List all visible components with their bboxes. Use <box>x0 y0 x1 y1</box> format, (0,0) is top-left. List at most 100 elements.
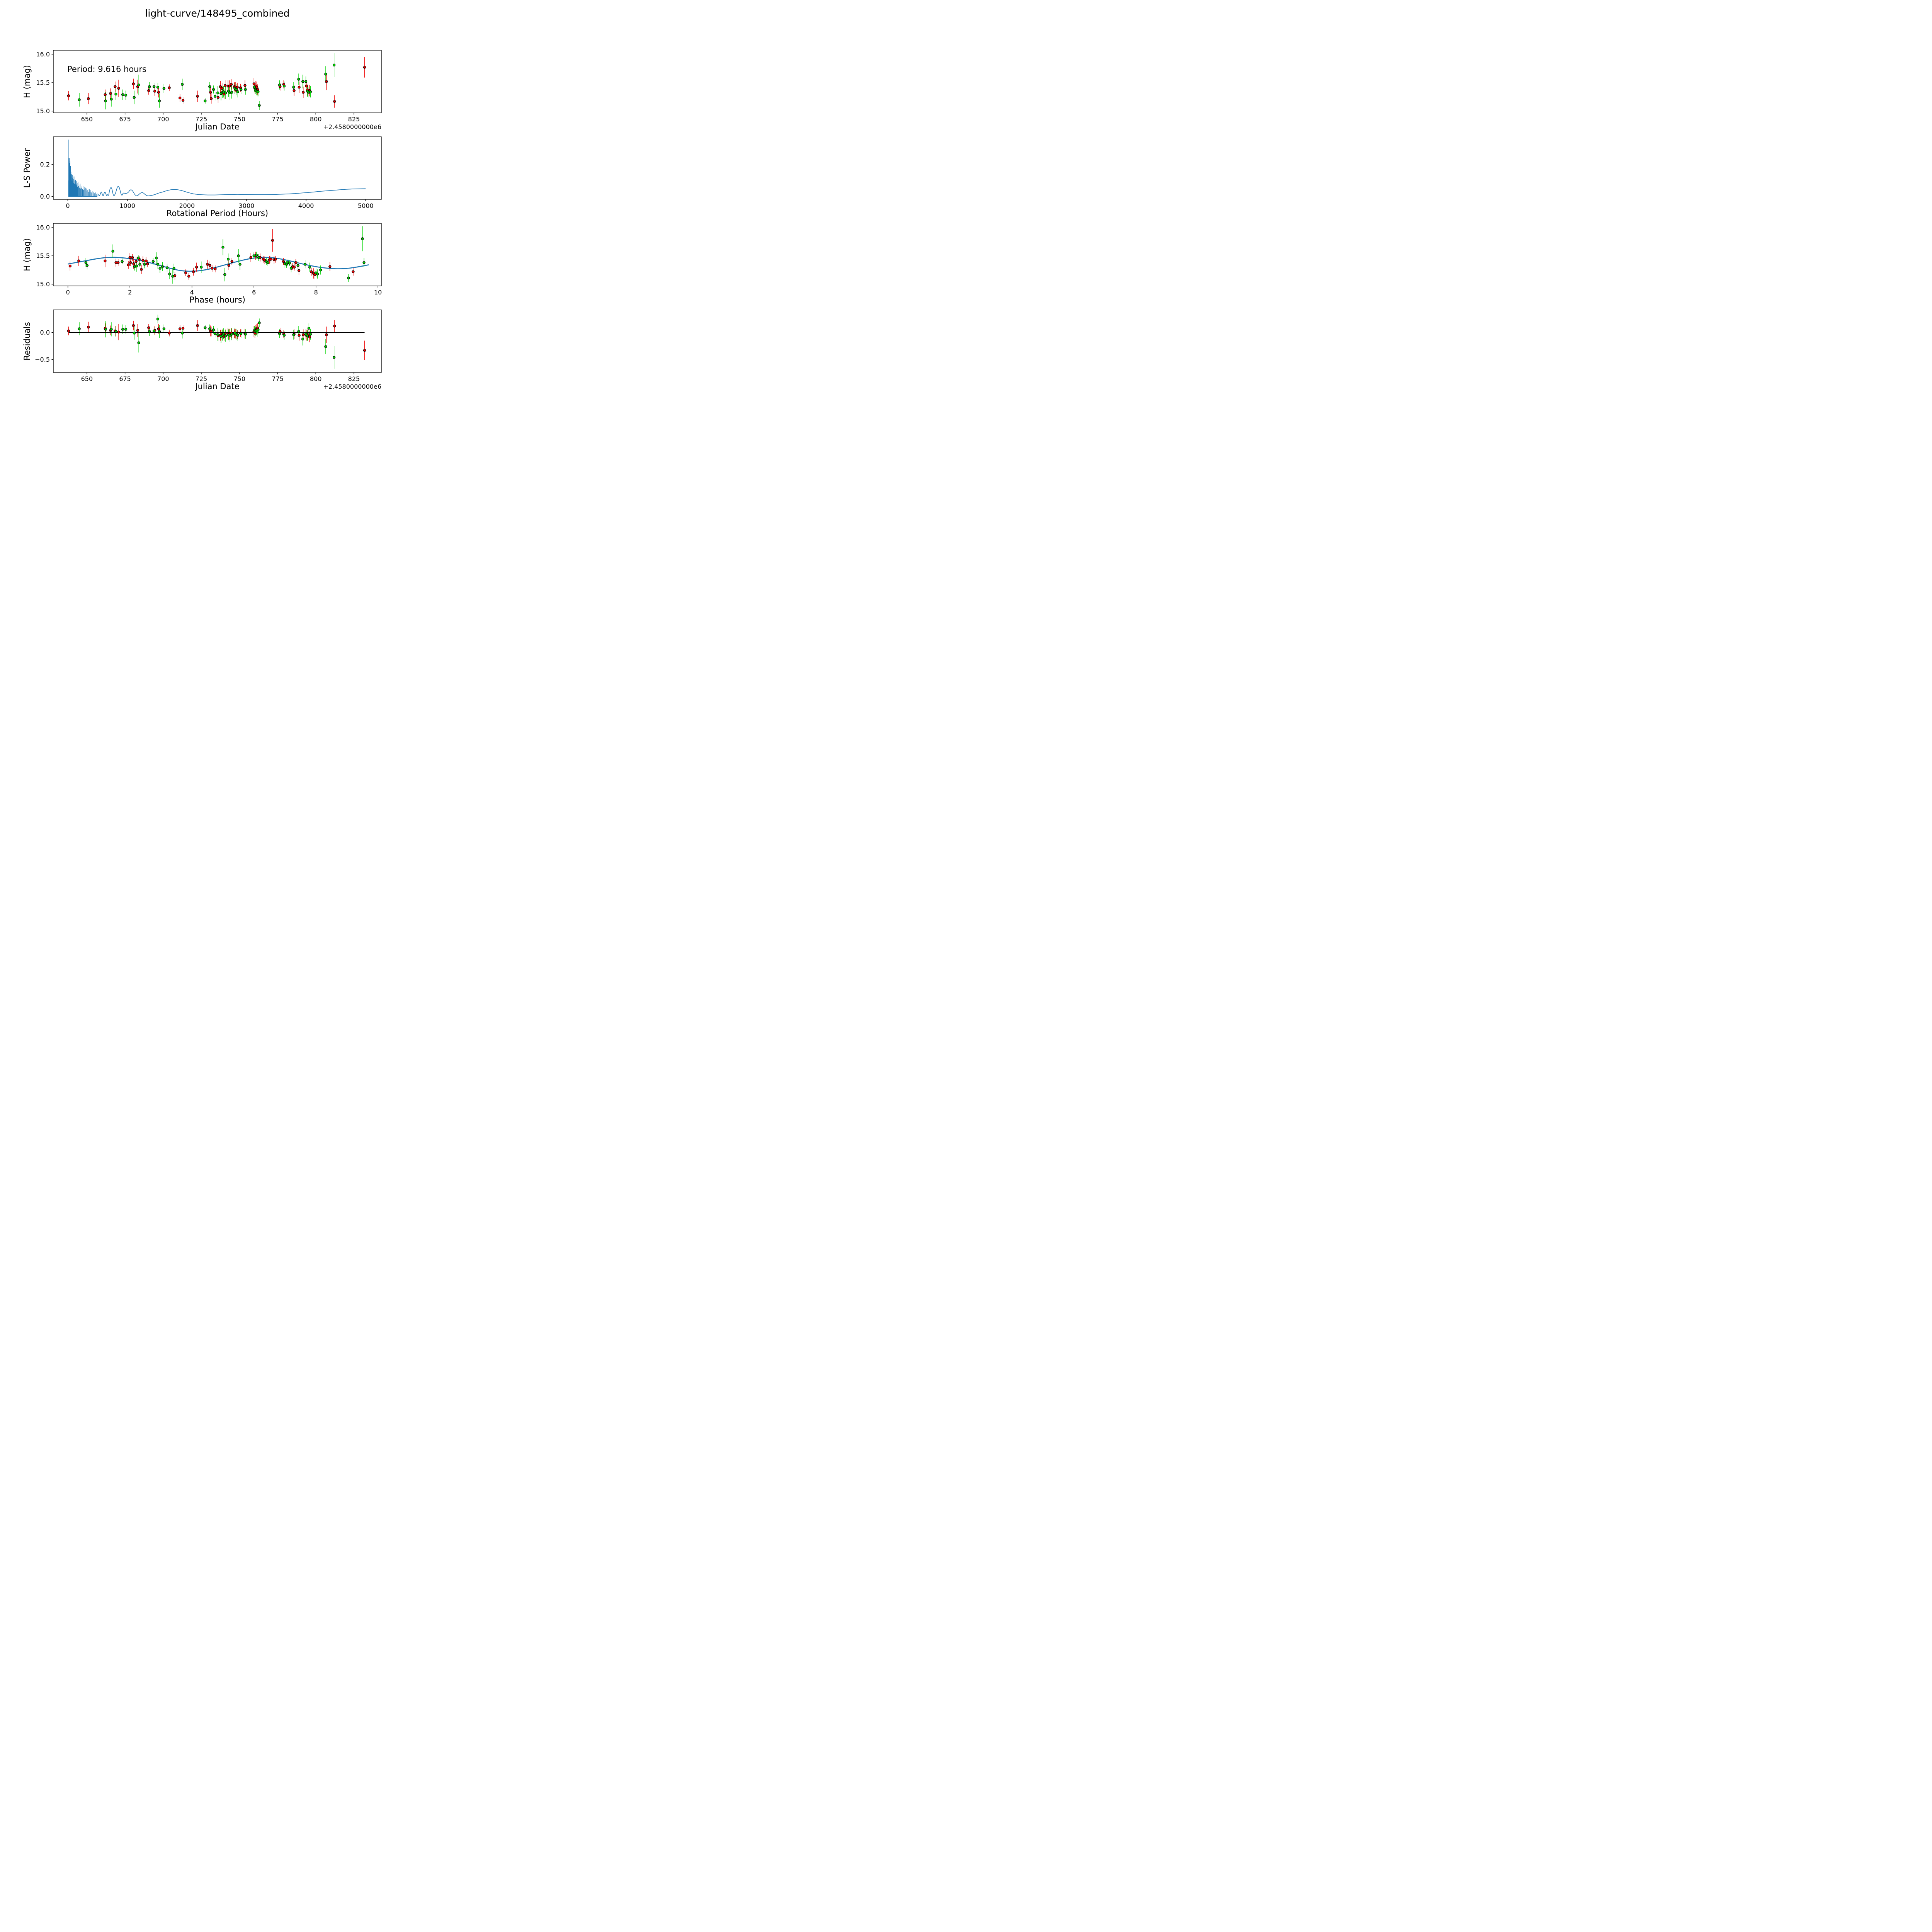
data-point-green <box>121 328 124 331</box>
data-point-red <box>117 87 120 90</box>
y-tick-label: 16.0 <box>36 224 50 231</box>
data-point-red <box>293 89 296 92</box>
data-point-red <box>128 256 131 259</box>
data-point-red <box>187 275 190 278</box>
x-tick-label: 3000 <box>239 202 255 209</box>
data-point-green <box>319 269 322 272</box>
data-point-red <box>271 239 274 242</box>
y-tick-label: −0.5 <box>35 356 50 363</box>
data-point-green <box>301 80 304 83</box>
data-point-green <box>156 263 160 266</box>
data-point-red <box>325 333 328 336</box>
data-point-green <box>223 273 226 276</box>
data-point-green <box>121 93 124 96</box>
data-point-green <box>227 90 230 93</box>
data-point-green <box>148 85 151 88</box>
x-tick-label: 800 <box>310 116 322 123</box>
x-tick-label: 2 <box>128 289 132 296</box>
data-point-red <box>127 263 130 267</box>
data-point-green <box>297 78 300 81</box>
data-point-red <box>77 259 80 262</box>
x-tick-label: 725 <box>196 375 207 383</box>
data-point-red <box>87 97 90 100</box>
data-point-red <box>181 327 185 330</box>
data-point-green <box>181 332 184 335</box>
periodogram-spikes <box>68 139 97 197</box>
data-point-red <box>117 261 120 264</box>
data-point-red <box>153 90 156 93</box>
x-tick-label: 775 <box>272 375 284 383</box>
data-point-green <box>301 337 304 341</box>
data-point-green <box>156 318 160 321</box>
data-point-green <box>304 80 308 83</box>
data-point-green <box>296 264 299 267</box>
data-point-green <box>235 88 238 91</box>
x-tick-label: 4000 <box>298 202 314 209</box>
data-point-green <box>324 345 327 348</box>
data-point-green <box>258 321 261 325</box>
data-point-red <box>325 80 328 83</box>
data-point-green <box>151 260 155 263</box>
data-point-red <box>352 270 355 273</box>
x-tick-label: 675 <box>119 116 131 123</box>
data-point-red <box>214 267 217 270</box>
data-point-green <box>306 334 309 337</box>
data-point-red <box>255 86 259 89</box>
data-point-green <box>133 332 136 335</box>
data-point-red <box>249 256 252 259</box>
data-point-green <box>110 328 113 331</box>
data-point-green <box>222 332 225 335</box>
data-point-green <box>252 254 255 257</box>
data-point-red <box>206 263 209 266</box>
data-point-red <box>269 258 272 261</box>
y-tick-label: 0.0 <box>40 329 50 336</box>
data-point-red <box>179 97 182 100</box>
data-point-red <box>104 259 107 262</box>
data-point-green <box>316 272 319 276</box>
data-point-green <box>362 261 366 264</box>
x-tick-label: 750 <box>233 116 245 123</box>
fit-curve <box>68 257 369 272</box>
data-point-green <box>121 260 124 263</box>
data-point-red <box>210 97 213 100</box>
data-point-green <box>307 327 311 330</box>
data-point-green <box>361 237 364 240</box>
data-point-green <box>257 328 260 332</box>
data-point-green <box>124 328 128 331</box>
data-point-red <box>132 262 135 265</box>
data-point-red <box>298 86 301 89</box>
data-point-red <box>236 86 239 89</box>
data-point-red <box>328 265 332 268</box>
data-point-red <box>216 96 220 99</box>
axes-spines <box>53 136 382 200</box>
data-point-red <box>136 329 139 332</box>
x-tick-label: 6 <box>252 289 256 296</box>
data-point-green <box>324 73 327 76</box>
data-point-green <box>216 333 219 336</box>
data-point-green <box>236 333 240 337</box>
data-point-red <box>209 91 212 94</box>
data-point-green <box>158 267 162 270</box>
x-tick-label: 4 <box>190 289 194 296</box>
axes-spines <box>53 310 382 373</box>
data-point-red <box>294 261 298 264</box>
data-point-red <box>87 326 90 329</box>
period-annotation: Period: 9.616 hours <box>67 65 147 74</box>
x-tick-label: 1000 <box>119 202 135 209</box>
panel-residuals: 650 675 700 725 750 775 800 825 0.0 −0.5 <box>35 310 382 383</box>
x-tick-label: 825 <box>348 116 360 123</box>
panel-periodogram: 0 1000 2000 3000 4000 5000 0.0 0.2 <box>40 136 382 209</box>
data-point-red <box>132 324 135 327</box>
data-point-red <box>196 95 199 98</box>
data-point-green <box>181 83 184 86</box>
data-point-green <box>244 88 247 91</box>
x-tick-label: 2000 <box>179 202 195 209</box>
data-point-green <box>156 86 160 89</box>
data-point-green <box>135 264 138 268</box>
data-point-green <box>114 92 117 96</box>
data-point-red <box>132 82 135 85</box>
data-point-green <box>332 356 336 359</box>
data-point-green <box>208 85 211 88</box>
data-point-green <box>224 334 227 337</box>
x-tick-label: 775 <box>272 116 284 123</box>
